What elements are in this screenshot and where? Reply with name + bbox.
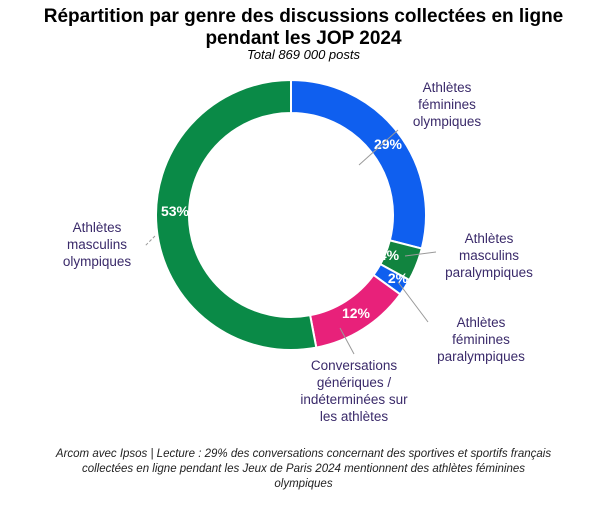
slice-category-label-line: paralympiques xyxy=(437,349,525,364)
chart-subtitle: Total 869 000 posts xyxy=(247,47,360,62)
slice-category-label-line: génériques / xyxy=(317,375,392,390)
slice-category-label-line: masculins xyxy=(67,237,127,252)
caption-line-2: collectées en ligne pendant les Jeux de … xyxy=(81,463,526,475)
slice-category-label-line: les athlètes xyxy=(320,409,389,424)
slice-percent-label-2: 2% xyxy=(388,270,409,286)
leader-line-0 xyxy=(358,129,399,166)
slice-category-label-line: Athlètes xyxy=(465,231,514,246)
slice-category-label-line: paralympiques xyxy=(445,265,533,280)
slice-percent-label-0: 29% xyxy=(374,136,403,152)
slice-category-label-line: masculins xyxy=(459,248,519,263)
slice-category-label-line: indéterminées sur xyxy=(300,392,408,407)
leader-line-2 xyxy=(397,281,429,323)
leader-line-1 xyxy=(404,251,437,257)
chart-caption: Arcom avec Ipsos | Lecture : 29% des con… xyxy=(0,447,607,492)
donut-slice-4 xyxy=(155,78,318,351)
caption-line-1: Arcom avec Ipsos | Lecture : 29% des con… xyxy=(55,448,552,460)
slice-category-label-line: féminines xyxy=(418,97,476,112)
slice-category-label-line: Athlètes xyxy=(423,80,472,95)
leader-line-3 xyxy=(339,327,355,355)
slice-percent-label-3: 12% xyxy=(342,305,371,321)
slice-category-label-line: olympiques xyxy=(63,254,132,269)
slice-percent-label-1: 4% xyxy=(379,247,400,263)
slice-category-label-0: Athlètes féminines olympiques xyxy=(413,80,482,129)
slice-category-label-line: Athlètes xyxy=(457,315,506,330)
slice-category-label-line: olympiques xyxy=(413,114,482,129)
slice-category-label-line: féminines xyxy=(452,332,510,347)
chart-title: Répartition par genre des discussions co… xyxy=(0,6,607,50)
slice-category-label-line: Athlètes xyxy=(73,220,122,235)
leader-line-4 xyxy=(144,235,156,247)
slice-percent-label-4: 53% xyxy=(161,203,190,219)
slice-category-label-1: Athlètes masculins paralympiques xyxy=(445,231,533,280)
chart-title-line-1: Répartition par genre des discussions co… xyxy=(43,6,564,27)
slice-category-label-3: Conversations génériques / indéterminées s… xyxy=(300,358,408,424)
donut-chart: 29% 4% 2% 12% 53% Athlètes féminines olympiques… xyxy=(63,78,533,424)
slice-category-label-line: Conversations xyxy=(311,358,398,373)
caption-line-3: olympiques xyxy=(274,478,333,490)
chart-title-line-2: pendant les JOP 2024 xyxy=(205,28,402,49)
slice-category-label-4: Athlètes masculins olympiques xyxy=(63,220,132,269)
slice-category-label-2: Athlètes féminines paralympiques xyxy=(437,315,525,364)
donut-slice-0 xyxy=(290,78,427,250)
